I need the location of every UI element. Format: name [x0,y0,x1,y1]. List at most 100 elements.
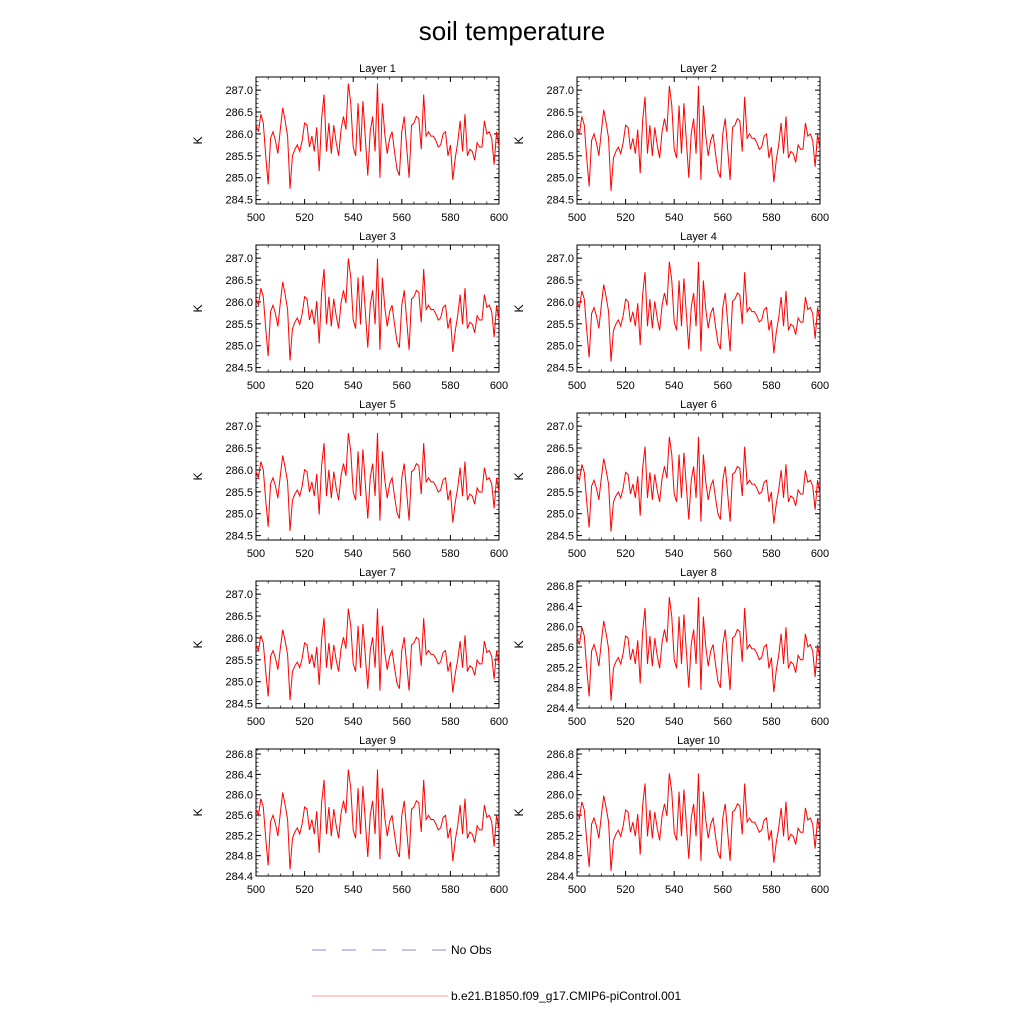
x-tick-label: 580 [441,212,459,224]
x-tick-label: 520 [616,380,634,392]
plot-frame [576,748,821,877]
y-tick-label: 284.8 [546,683,574,695]
x-tick-label: 600 [490,380,508,392]
y-tick-label: 286.8 [546,749,574,761]
y-tick-label: 286.5 [546,107,574,119]
x-tick-label: 600 [811,212,829,224]
y-axis-label: K [512,136,526,144]
panel-9: Layer 9 284.4 284.8 285.2 285.6 286.0 286.4 286… [191,735,508,896]
panel-5: Layer 5 284.5 285.0 285.5 286.0 286.5 287.0 500… [191,399,508,560]
x-tick-label: 500 [247,884,265,896]
x-tick-label: 600 [490,884,508,896]
x-tick-label: 520 [295,212,313,224]
y-tick-label: 286.4 [546,769,574,781]
series-line [576,597,821,701]
y-tick-label: 287.0 [546,253,574,265]
x-tick-label: 580 [441,884,459,896]
x-tick-label: 540 [344,212,362,224]
x-tick-label: 520 [295,716,313,728]
y-tick-label: 285.5 [225,319,253,331]
y-tick-label: 284.5 [225,363,253,375]
y-axis-label: K [512,808,526,816]
y-tick-label: 285.6 [546,642,574,654]
x-tick-label: 560 [714,884,732,896]
y-tick-label: 285.0 [225,341,253,353]
x-tick-label: 600 [811,548,829,560]
legend: No Obs b.e21.B1850.f09_g17.CMIP6-piContr… [312,943,681,1003]
x-tick-label: 540 [665,884,683,896]
y-tick-label: 284.5 [546,363,574,375]
panels-grid: Layer 1 284.5 285.0 285.5 286.0 286.5 287.0 500… [191,63,829,896]
x-tick-label: 500 [568,716,586,728]
series-line [255,432,500,531]
y-tick-label: 285.0 [546,341,574,353]
y-tick-label: 284.5 [225,699,253,711]
x-tick-label: 560 [393,884,411,896]
y-tick-label: 284.4 [546,871,574,883]
y-tick-label: 286.8 [546,581,574,593]
y-tick-label: 286.0 [546,790,574,802]
panel-title: Layer 7 [359,567,396,579]
y-tick-label: 285.6 [546,810,574,822]
y-tick-label: 285.5 [546,487,574,499]
y-tick-label: 285.2 [546,830,574,842]
x-tick-label: 560 [393,380,411,392]
panel-title: Layer 9 [359,735,396,747]
x-tick-label: 520 [295,380,313,392]
y-axis-label: K [512,472,526,480]
legend-no-obs-label: No Obs [451,943,492,957]
series-line [255,258,500,361]
y-tick-label: 287.0 [225,421,253,433]
x-tick-label: 580 [762,380,780,392]
y-tick-label: 285.6 [225,810,253,822]
x-tick-label: 600 [811,716,829,728]
y-tick-label: 287.0 [225,85,253,97]
x-tick-label: 580 [762,716,780,728]
x-tick-label: 500 [568,212,586,224]
y-tick-label: 284.5 [546,531,574,543]
panel-4: Layer 4 284.5 285.0 285.5 286.0 286.5 287.0 500… [512,231,829,392]
x-tick-label: 520 [616,716,634,728]
y-tick-label: 285.0 [225,677,253,689]
legend-series-label: b.e21.B1850.f09_g17.CMIP6-piControl.001 [451,989,681,1003]
y-axis-label: K [191,472,205,480]
x-tick-label: 540 [344,380,362,392]
y-tick-label: 286.0 [546,622,574,634]
panel-8: Layer 8 284.4 284.8 285.2 285.6 286.0 286.4 286… [512,567,829,728]
series-line [255,83,500,189]
y-tick-label: 284.5 [225,531,253,543]
x-tick-label: 600 [811,884,829,896]
y-tick-label: 286.4 [225,769,253,781]
panel-6: Layer 6 284.5 285.0 285.5 286.0 286.5 287.0 500… [512,399,829,560]
x-tick-label: 540 [344,716,362,728]
x-tick-label: 500 [247,212,265,224]
y-tick-label: 286.0 [546,297,574,309]
y-tick-label: 287.0 [225,589,253,601]
x-tick-label: 540 [344,548,362,560]
x-tick-label: 580 [441,548,459,560]
x-tick-label: 520 [295,884,313,896]
y-tick-label: 286.5 [225,443,253,455]
panel-7: Layer 7 284.5 285.0 285.5 286.0 286.5 287.0 500… [191,567,508,728]
y-axis-label: K [191,808,205,816]
x-tick-label: 520 [616,212,634,224]
y-tick-label: 285.2 [546,662,574,674]
x-tick-label: 520 [295,548,313,560]
panel-title: Layer 4 [680,231,717,243]
y-tick-label: 284.4 [546,703,574,715]
plot-frame [255,580,500,709]
series-line [255,608,500,701]
y-tick-label: 286.0 [546,465,574,477]
series-line [576,85,821,191]
y-tick-label: 285.5 [546,151,574,163]
x-tick-label: 580 [762,548,780,560]
y-tick-label: 285.0 [546,509,574,521]
figure-title: soil temperature [419,16,605,46]
y-tick-label: 285.5 [225,655,253,667]
x-tick-label: 540 [344,884,362,896]
y-tick-label: 286.0 [225,297,253,309]
x-tick-label: 500 [568,884,586,896]
x-tick-label: 560 [714,380,732,392]
y-tick-label: 286.5 [225,107,253,119]
